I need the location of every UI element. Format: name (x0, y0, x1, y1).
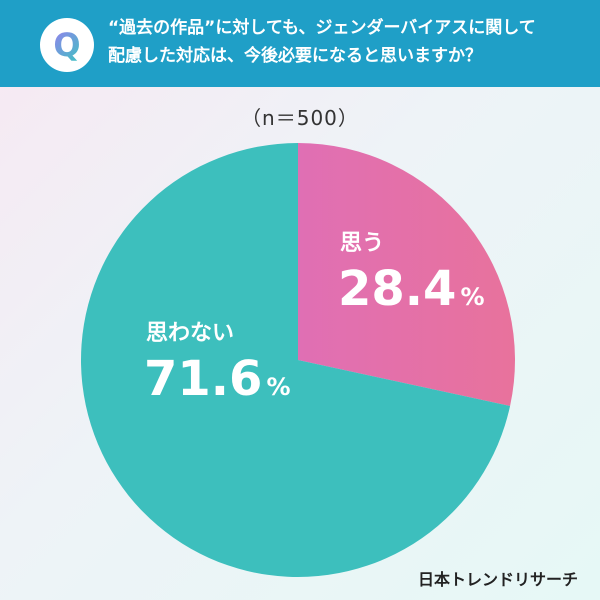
question-line-2: 配慮した対応は、今後必要になると思いますか？ (108, 46, 482, 66)
slice-value-1: 71.6% (144, 351, 290, 407)
q-badge: Q (40, 18, 94, 72)
brand-logo: 日本トレンドリサーチ (417, 570, 578, 589)
question-line-1: “過去の作品”に対しても、ジェンダーバイアスに関して (108, 18, 536, 38)
slice-label-1: 思わない (146, 321, 234, 346)
question-header: Q “過去の作品”に対しても、ジェンダーバイアスに関して 配慮した対応は、今後必… (0, 0, 600, 87)
pie-slice-omou (298, 143, 515, 407)
slice-value-0: 28.4% (338, 261, 484, 317)
slice-label-0: 思う (340, 231, 384, 256)
pie-slice-omowanai (81, 143, 511, 577)
q-letter: Q (53, 26, 81, 64)
sample-size: （n＝500） (241, 106, 359, 130)
question-text: “過去の作品”に対しても、ジェンダーバイアスに関して 配慮した対応は、今後必要に… (108, 14, 578, 70)
